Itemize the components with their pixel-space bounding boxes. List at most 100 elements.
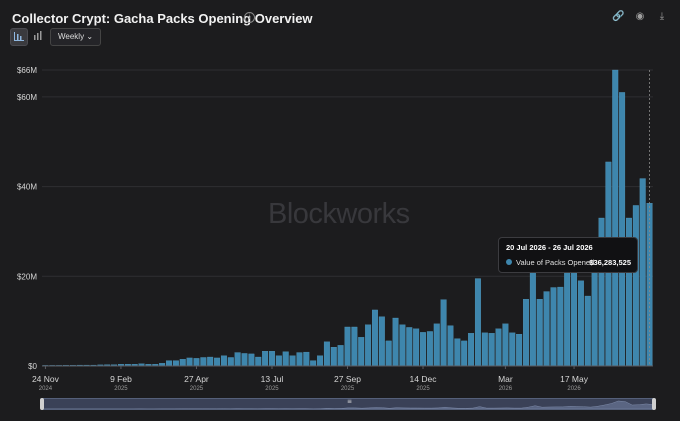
bar[interactable] (337, 345, 344, 367)
bar[interactable] (468, 333, 475, 367)
watermark: Blockworks (268, 198, 410, 230)
bar[interactable] (255, 356, 262, 367)
navigator-handle-right[interactable] (652, 398, 656, 410)
bar[interactable] (365, 324, 372, 367)
bar[interactable] (289, 355, 296, 367)
bar[interactable] (447, 325, 454, 367)
x-tick-label: 14 Dec (410, 374, 438, 384)
bar[interactable] (275, 355, 282, 367)
bar-chart-icon (14, 32, 24, 41)
bar[interactable] (207, 356, 214, 367)
bar[interactable] (495, 328, 502, 367)
bar[interactable] (523, 299, 529, 367)
bar[interactable] (282, 351, 289, 367)
x-tick-label: 17 May (560, 374, 589, 384)
bar[interactable] (385, 340, 392, 367)
x-tick-label: 27 Apr (184, 374, 209, 384)
x-tick-year-label: 2025 (416, 386, 430, 392)
bar[interactable] (632, 205, 639, 367)
bar[interactable] (323, 341, 330, 367)
bar[interactable] (543, 291, 550, 367)
bar[interactable] (557, 286, 564, 367)
bar[interactable] (214, 357, 221, 367)
bar[interactable] (378, 316, 385, 367)
bar[interactable] (577, 280, 584, 367)
period-label: Weekly (58, 32, 85, 41)
bar[interactable] (413, 328, 420, 367)
bar[interactable] (344, 326, 351, 367)
bar[interactable] (330, 347, 337, 367)
bar[interactable] (166, 360, 172, 367)
bar[interactable] (516, 334, 523, 367)
bar[interactable] (461, 340, 468, 367)
x-tick-label: 13 Jul (261, 374, 284, 384)
bar[interactable] (227, 357, 234, 367)
chart-actions: 🔗 ◉ ⤓ (612, 11, 668, 23)
period-dropdown[interactable]: Weekly ⌄ (50, 28, 102, 46)
bar[interactable] (426, 331, 433, 367)
x-tick-year-label: 2025 (190, 386, 204, 392)
bar[interactable] (612, 69, 619, 367)
x-tick-label: Mar (498, 374, 513, 384)
x-tick-year-label: 2024 (39, 386, 53, 392)
navigator-grip-icon[interactable]: ≡ (347, 398, 353, 405)
bar[interactable] (619, 92, 626, 367)
bar[interactable] (474, 278, 481, 367)
bar[interactable] (502, 323, 509, 367)
bar[interactable] (454, 338, 461, 367)
bar[interactable] (509, 332, 516, 367)
bar[interactable] (536, 299, 543, 367)
bar[interactable] (550, 287, 557, 367)
bar[interactable] (392, 317, 399, 367)
bar[interactable] (172, 360, 179, 367)
tooltip-series-dot (506, 259, 512, 265)
bar[interactable] (433, 323, 440, 367)
bar[interactable] (639, 178, 646, 367)
y-tick-label: $66M (17, 66, 37, 75)
tooltip-value: $36,283,525 (589, 258, 631, 267)
bar[interactable] (406, 327, 413, 367)
bar[interactable] (584, 295, 591, 367)
bar[interactable] (358, 337, 365, 367)
navigator-preview (43, 400, 653, 409)
navigator-handle-left[interactable] (40, 398, 44, 410)
x-tick-year-label: 2026 (567, 386, 581, 392)
bar[interactable] (248, 353, 255, 367)
navigator-area (43, 400, 653, 409)
bar[interactable] (440, 299, 447, 367)
link-icon[interactable]: 🔗 (612, 11, 625, 22)
y-tick-label: $60M (17, 93, 37, 102)
bar[interactable] (296, 352, 303, 367)
x-tick-year-label: 2025 (265, 386, 279, 392)
bar[interactable] (317, 355, 324, 367)
bar-chart-toggle[interactable] (10, 28, 28, 46)
bar[interactable] (193, 358, 200, 367)
bar[interactable] (591, 264, 598, 367)
x-tick-year-label: 2025 (341, 386, 355, 392)
bar[interactable] (186, 357, 193, 367)
bar[interactable] (420, 332, 426, 367)
bar[interactable] (371, 309, 378, 367)
bar[interactable] (303, 351, 310, 367)
bar[interactable] (269, 351, 275, 367)
bar[interactable] (488, 333, 495, 367)
bar[interactable] (351, 326, 358, 367)
info-icon[interactable]: i (244, 12, 255, 23)
bar[interactable] (262, 351, 269, 367)
bar[interactable] (399, 324, 406, 367)
bar[interactable] (241, 353, 248, 367)
bar[interactable] (564, 264, 571, 367)
bar[interactable] (310, 360, 317, 367)
range-navigator[interactable]: ≡ (40, 398, 656, 410)
bar-chart-alt-toggle[interactable] (29, 28, 45, 44)
bar[interactable] (234, 352, 241, 367)
tooltip-date-range: 20 Jul 2026 - 26 Jul 2026 (506, 243, 593, 252)
bar[interactable] (200, 357, 207, 367)
download-icon[interactable]: ⤓ (659, 11, 665, 22)
bar[interactable] (220, 355, 227, 367)
chart-tooltip: 20 Jul 2026 - 26 Jul 2026 Value of Packs… (498, 237, 638, 273)
bar[interactable] (571, 271, 578, 367)
camera-icon[interactable]: ◉ (635, 11, 645, 22)
bar[interactable] (481, 332, 488, 367)
bar[interactable] (179, 359, 186, 367)
